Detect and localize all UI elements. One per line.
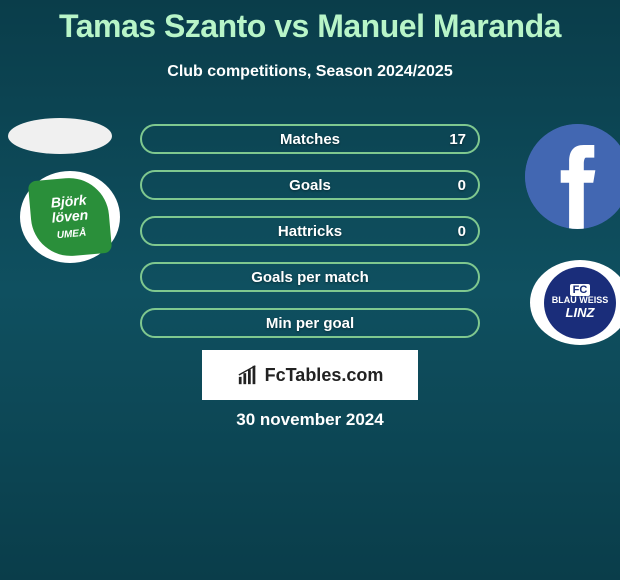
date-text: 30 november 2024 xyxy=(0,410,620,430)
stat-row-min-per-goal: Min per goal xyxy=(140,308,480,338)
club-right-bot: LINZ xyxy=(566,306,595,320)
stat-row-goals-per-match: Goals per match xyxy=(140,262,480,292)
player-left-avatar xyxy=(8,118,112,154)
club-left-text: BjörklövenUMEÅ xyxy=(50,192,90,241)
stat-label: Matches xyxy=(280,131,340,148)
stat-row-matches: Matches 17 xyxy=(140,124,480,154)
stat-value: 17 xyxy=(449,131,466,148)
club-right-logo: FC BLAU WEISS LINZ xyxy=(544,267,616,339)
stat-row-goals: Goals 0 xyxy=(140,170,480,200)
branding-text: FcTables.com xyxy=(265,365,384,386)
club-left-logo: BjörklövenUMEÅ xyxy=(28,175,113,260)
player-right-club-badge: FC BLAU WEISS LINZ xyxy=(530,260,620,345)
subtitle: Club competitions, Season 2024/2025 xyxy=(0,63,620,81)
page-title: Tamas Szanto vs Manuel Maranda xyxy=(0,0,620,45)
stat-label: Min per goal xyxy=(266,315,354,332)
stat-value: 0 xyxy=(458,223,466,240)
stat-label: Goals per match xyxy=(251,269,369,286)
chart-icon xyxy=(237,364,259,386)
facebook-icon xyxy=(525,124,620,229)
stat-row-hattricks: Hattricks 0 xyxy=(140,216,480,246)
stats-container: Matches 17 Goals 0 Hattricks 0 Goals per… xyxy=(140,124,480,354)
stat-value: 0 xyxy=(458,177,466,194)
branding-box: FcTables.com xyxy=(202,350,418,400)
stat-label: Goals xyxy=(289,177,331,194)
stat-label: Hattricks xyxy=(278,223,342,240)
player-right-avatar xyxy=(525,124,620,229)
player-left-club-badge: BjörklövenUMEÅ xyxy=(20,171,120,263)
